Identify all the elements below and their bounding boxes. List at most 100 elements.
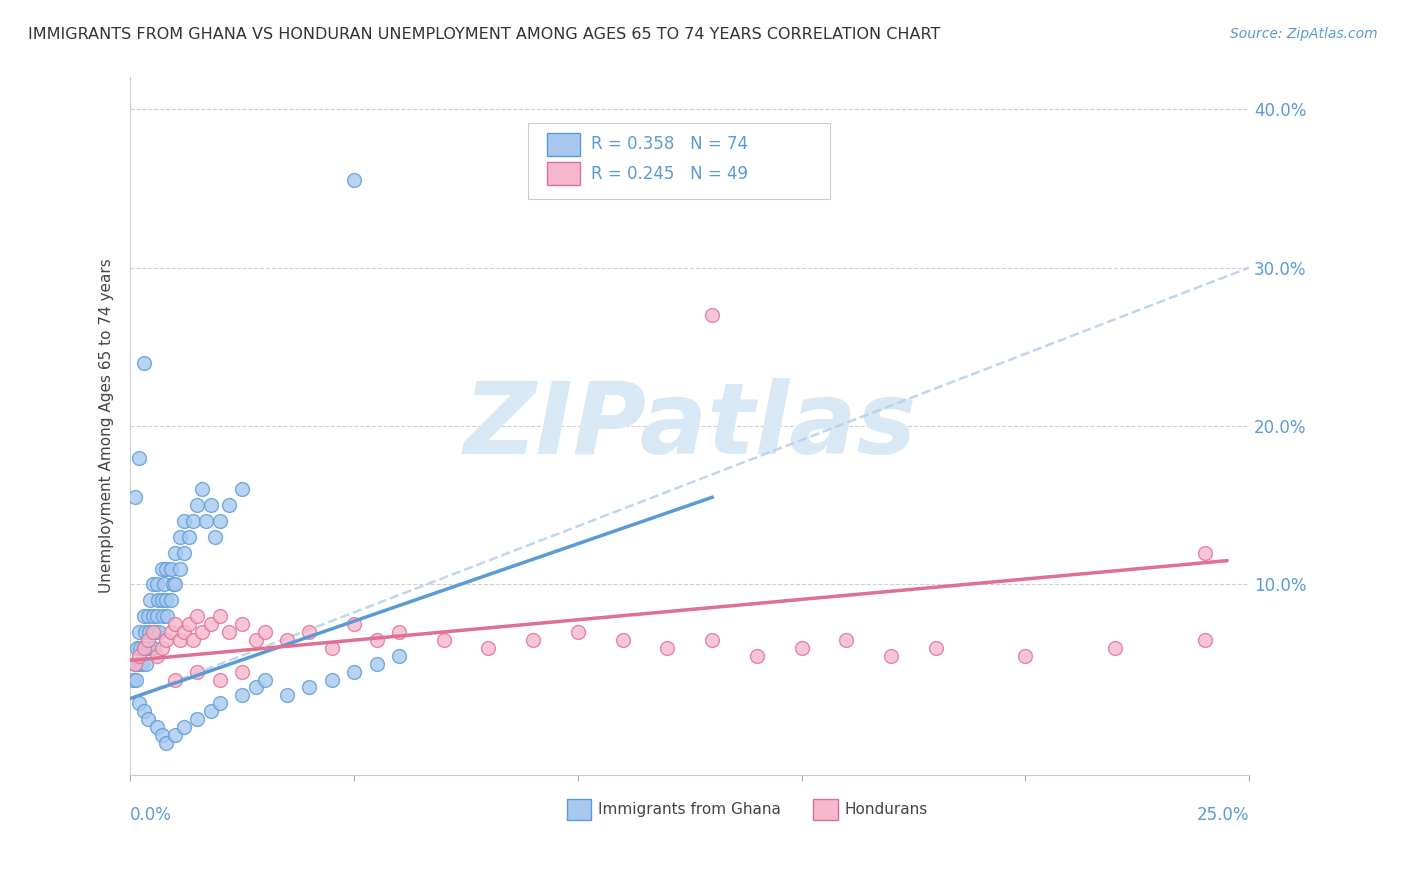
- Point: [745, 648, 768, 663]
- Point: [146, 593, 169, 607]
- Point: [177, 530, 200, 544]
- Point: [181, 514, 204, 528]
- Point: [191, 624, 214, 639]
- Point: [218, 498, 240, 512]
- Point: [186, 609, 208, 624]
- Point: [169, 632, 191, 647]
- Point: [128, 657, 150, 671]
- Point: [181, 632, 204, 647]
- Point: [388, 624, 411, 639]
- Point: [567, 624, 589, 639]
- Point: [321, 640, 343, 655]
- Point: [155, 632, 177, 647]
- FancyBboxPatch shape: [813, 799, 838, 820]
- Point: [146, 720, 169, 734]
- Point: [200, 617, 222, 632]
- Point: [231, 483, 253, 497]
- Point: [124, 491, 146, 505]
- Point: [880, 648, 903, 663]
- Point: [321, 673, 343, 687]
- FancyBboxPatch shape: [567, 799, 592, 820]
- Point: [156, 609, 179, 624]
- Point: [231, 665, 253, 679]
- Point: [125, 673, 148, 687]
- Point: [121, 673, 143, 687]
- Point: [1194, 632, 1216, 647]
- Point: [208, 609, 231, 624]
- Point: [218, 624, 240, 639]
- Point: [162, 577, 184, 591]
- Point: [186, 712, 208, 726]
- Point: [142, 640, 165, 655]
- Point: [173, 514, 195, 528]
- Point: [366, 657, 388, 671]
- Point: [150, 640, 173, 655]
- FancyBboxPatch shape: [547, 162, 581, 186]
- FancyBboxPatch shape: [527, 123, 830, 200]
- Point: [128, 696, 150, 710]
- Point: [177, 617, 200, 632]
- Point: [343, 173, 366, 187]
- Point: [702, 632, 724, 647]
- Point: [790, 640, 813, 655]
- Point: [128, 624, 150, 639]
- Point: [155, 561, 177, 575]
- Point: [195, 514, 218, 528]
- Point: [150, 728, 173, 742]
- Point: [136, 712, 159, 726]
- Text: 0.0%: 0.0%: [131, 806, 172, 824]
- Point: [433, 632, 456, 647]
- Point: [150, 561, 173, 575]
- Point: [276, 632, 298, 647]
- Text: IMMIGRANTS FROM GHANA VS HONDURAN UNEMPLOYMENT AMONG AGES 65 TO 74 YEARS CORRELA: IMMIGRANTS FROM GHANA VS HONDURAN UNEMPL…: [28, 27, 941, 42]
- Point: [253, 624, 276, 639]
- Point: [146, 648, 169, 663]
- Text: R = 0.245   N = 49: R = 0.245 N = 49: [592, 165, 748, 183]
- Point: [276, 689, 298, 703]
- Point: [148, 624, 170, 639]
- Text: Source: ZipAtlas.com: Source: ZipAtlas.com: [1230, 27, 1378, 41]
- Point: [142, 577, 165, 591]
- Point: [612, 632, 634, 647]
- Point: [366, 632, 388, 647]
- Point: [146, 577, 169, 591]
- Point: [150, 593, 173, 607]
- Point: [343, 617, 366, 632]
- Point: [298, 681, 321, 695]
- Point: [128, 648, 150, 663]
- Point: [165, 546, 187, 560]
- Point: [132, 356, 155, 370]
- Point: [159, 624, 181, 639]
- Point: [1194, 546, 1216, 560]
- Point: [143, 624, 166, 639]
- Point: [343, 665, 366, 679]
- Text: 25.0%: 25.0%: [1197, 806, 1250, 824]
- Point: [124, 657, 146, 671]
- Point: [142, 609, 165, 624]
- Point: [131, 657, 153, 671]
- Point: [204, 530, 226, 544]
- Point: [925, 640, 948, 655]
- Point: [231, 689, 253, 703]
- Point: [159, 561, 181, 575]
- Point: [245, 681, 267, 695]
- Point: [134, 624, 156, 639]
- Point: [186, 665, 208, 679]
- Point: [128, 450, 150, 465]
- Text: ZIPatlas: ZIPatlas: [463, 377, 917, 475]
- Point: [191, 483, 214, 497]
- Point: [136, 640, 159, 655]
- Point: [125, 640, 148, 655]
- Point: [136, 632, 159, 647]
- Point: [298, 624, 321, 639]
- FancyBboxPatch shape: [547, 133, 581, 156]
- Point: [142, 624, 165, 639]
- Point: [152, 609, 174, 624]
- Point: [124, 657, 146, 671]
- Point: [835, 632, 858, 647]
- Point: [388, 648, 411, 663]
- Point: [132, 640, 155, 655]
- Point: [200, 704, 222, 718]
- Point: [136, 609, 159, 624]
- Point: [200, 498, 222, 512]
